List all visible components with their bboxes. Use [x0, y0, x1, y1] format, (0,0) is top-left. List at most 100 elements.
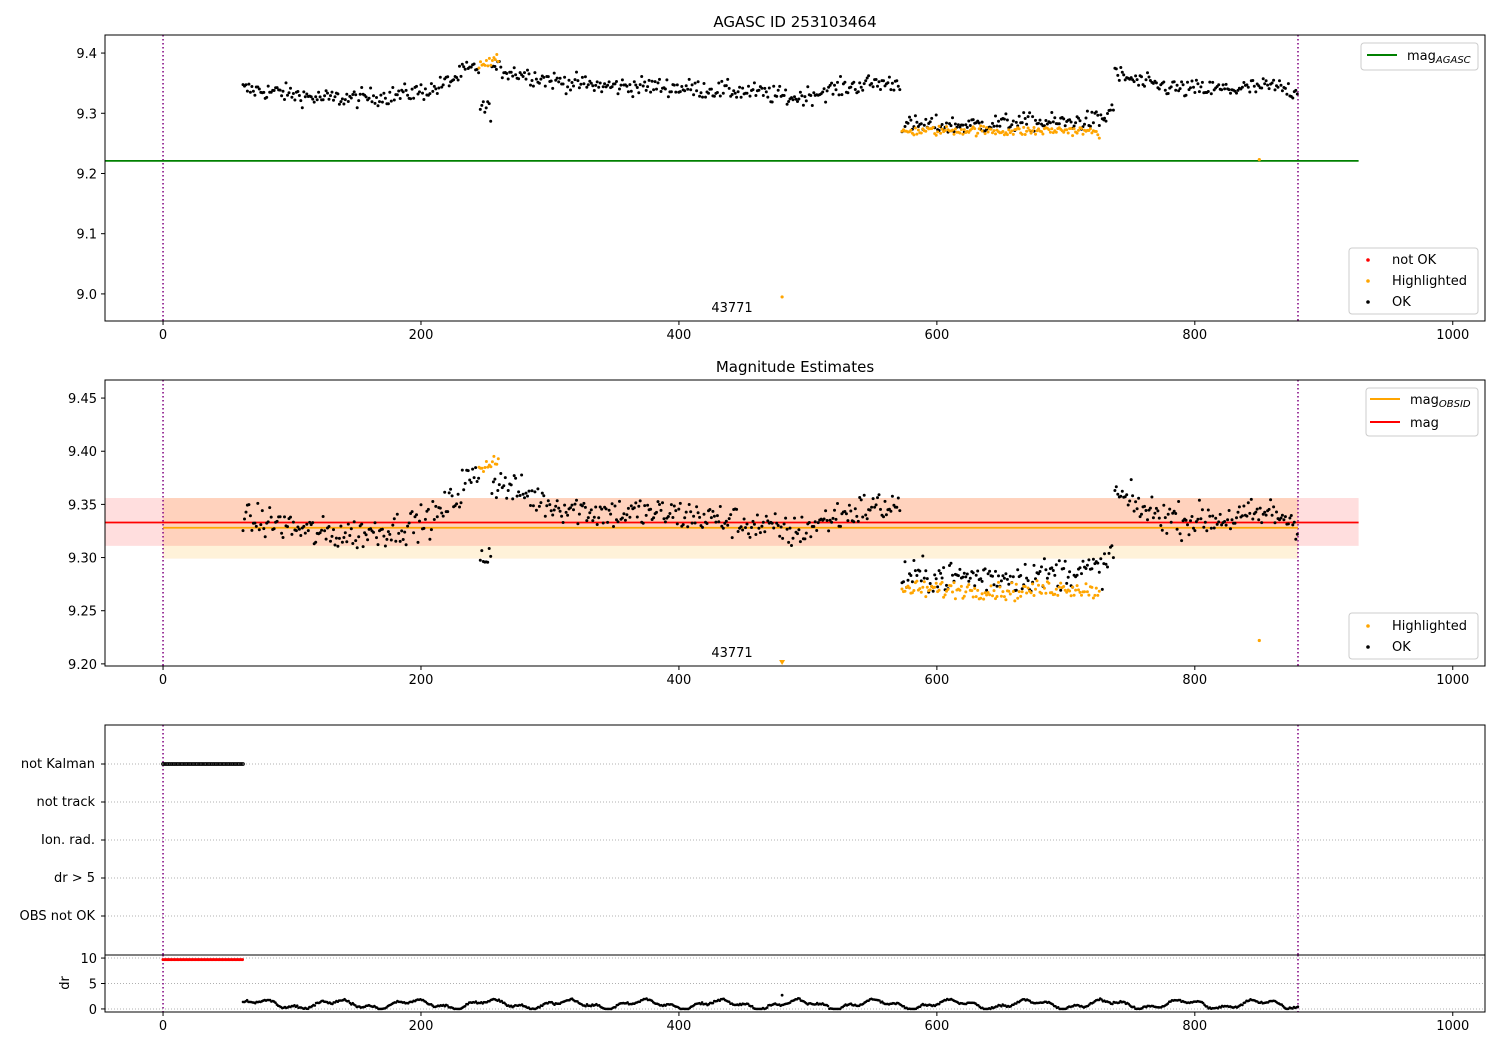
point-ok [543, 514, 547, 518]
point-ok [726, 523, 730, 527]
point-ok [269, 515, 273, 519]
point-ok [684, 84, 688, 88]
point-ok [311, 97, 315, 101]
point-highlighted [961, 132, 965, 136]
point-ok [928, 120, 932, 124]
point-ok [882, 79, 885, 83]
point-ok [638, 83, 642, 87]
point-ok [656, 81, 660, 85]
point-ok [1227, 88, 1231, 92]
point-highlighted [985, 126, 989, 130]
point-ok [591, 519, 595, 523]
point-dr [1241, 1003, 1244, 1007]
point-ok [745, 91, 749, 95]
point-highlighted [1010, 581, 1014, 585]
point-ok [1068, 570, 1072, 574]
point-ok [1090, 110, 1094, 114]
point-ok [460, 468, 464, 472]
point-ok [915, 574, 919, 577]
point-highlighted [1057, 585, 1061, 589]
svg-text:magOBSID: magOBSID [1410, 393, 1471, 410]
point-ok [726, 77, 730, 81]
point-ok [1128, 499, 1132, 503]
point-highlighted [1041, 584, 1045, 587]
point-ok [887, 75, 891, 79]
point-ok [767, 86, 771, 90]
point-ok [1270, 513, 1274, 517]
point-ok [537, 504, 541, 508]
x-tick-label: 600 [924, 673, 949, 688]
point-ok [443, 490, 447, 494]
point-ok [1261, 77, 1265, 81]
point-ok [873, 505, 877, 509]
point-ok [303, 95, 307, 99]
point-highlighted [1011, 590, 1015, 593]
point-ok [793, 516, 796, 520]
point-highlighted [918, 587, 922, 591]
point-ok [1194, 520, 1198, 524]
point-ok [529, 83, 532, 87]
point-ok [434, 87, 438, 91]
point-ok [275, 519, 279, 523]
point-ok [1240, 514, 1244, 518]
point-highlighted [1031, 582, 1035, 586]
point-ok [675, 83, 679, 87]
point-ok [976, 569, 980, 573]
point-ok [339, 100, 343, 104]
point-ok [980, 120, 984, 124]
point-ok [961, 123, 965, 127]
flag-label-ion-rad: Ion. rad. [41, 833, 95, 848]
point-highlighted [992, 129, 996, 133]
point-ok [1202, 525, 1206, 529]
point-ok [543, 84, 547, 88]
point-ok [1051, 120, 1055, 124]
point-ok [1227, 509, 1231, 512]
point-ok [644, 513, 648, 517]
point-ok [1180, 80, 1184, 84]
point-ok [1077, 116, 1080, 120]
point-ok [937, 569, 941, 573]
point-ok [275, 86, 279, 90]
point-ok [698, 515, 702, 519]
point-ok [778, 84, 782, 88]
point-ok [1199, 517, 1203, 521]
point-ok [375, 96, 378, 99]
point-ok [815, 529, 819, 532]
point-ok [323, 94, 327, 98]
point-highlighted [924, 129, 928, 133]
point-ok [1090, 567, 1094, 571]
point-ok [588, 511, 592, 515]
point-ok [809, 535, 813, 539]
point-dr [1111, 1002, 1114, 1006]
point-ok [898, 88, 902, 92]
point-ok [481, 100, 485, 104]
point-ok [302, 524, 306, 528]
point-ok [569, 506, 572, 510]
point-ok [561, 521, 565, 524]
point-ok [702, 512, 706, 516]
point-highlighted [1037, 127, 1040, 131]
point-ok [623, 518, 627, 522]
point-ok [422, 526, 426, 530]
point-ok [1275, 510, 1278, 514]
point-ok [840, 93, 844, 97]
point-ok [1037, 572, 1040, 576]
point-ok [283, 515, 286, 519]
point-highlighted [1050, 127, 1054, 131]
y-tick-label: 9.45 [68, 392, 97, 407]
point-ok [480, 103, 484, 107]
point-ok [699, 91, 703, 95]
point-ok [1200, 508, 1204, 512]
point-ok [342, 102, 346, 106]
point-ok [478, 558, 482, 562]
point-ok [763, 530, 767, 534]
point-ok [468, 478, 472, 482]
point-ok [618, 499, 621, 503]
point-ok [607, 80, 611, 84]
point-highlighted [486, 64, 490, 68]
point-highlighted [931, 125, 935, 129]
point-highlighted [1047, 581, 1051, 585]
point-ok [1199, 85, 1203, 89]
point-highlighted [989, 127, 993, 131]
point-ok [773, 512, 777, 516]
